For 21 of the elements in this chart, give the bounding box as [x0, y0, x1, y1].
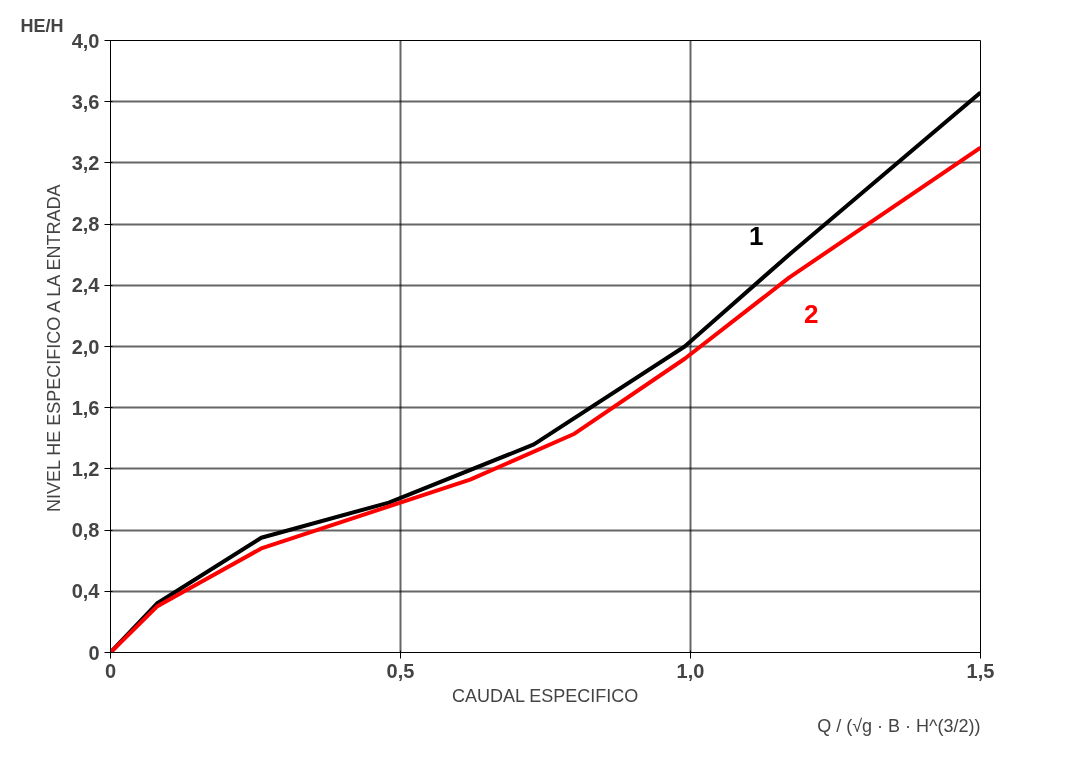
series-label: 2 [804, 298, 819, 329]
text: Q / (√g · B · H^(3/2)) [817, 715, 981, 736]
x-axis-title: CAUDAL ESPECIFICO [451, 685, 639, 706]
y-tick-label: 0,4 [71, 580, 101, 603]
y-tick-label: 0,8 [71, 519, 100, 542]
x-tick-label: 0 [104, 659, 117, 682]
text: HE/H [20, 15, 64, 36]
x-tick-label: 1,5 [966, 659, 995, 682]
y-tick-label: 3,6 [71, 90, 100, 113]
y-tick-label: 0 [88, 641, 100, 664]
y-tick-label: 4,0 [71, 29, 100, 52]
x-tick-label: 0,5 [386, 659, 415, 682]
x-tick-label: 1,0 [676, 659, 705, 682]
y-tick-label: 1,6 [71, 396, 100, 419]
y-axis-title: NIVEL HE ESPECIFICO A LA ENTRADA [43, 184, 64, 513]
y-tick-label: 3,2 [71, 151, 100, 174]
series-label: 1 [749, 220, 764, 251]
y-tick-label: 2,8 [71, 213, 100, 236]
y-tick-label: 1,2 [71, 457, 100, 480]
y-tick-label: 2,0 [71, 335, 100, 358]
y-tick-label: 2,4 [71, 274, 101, 297]
